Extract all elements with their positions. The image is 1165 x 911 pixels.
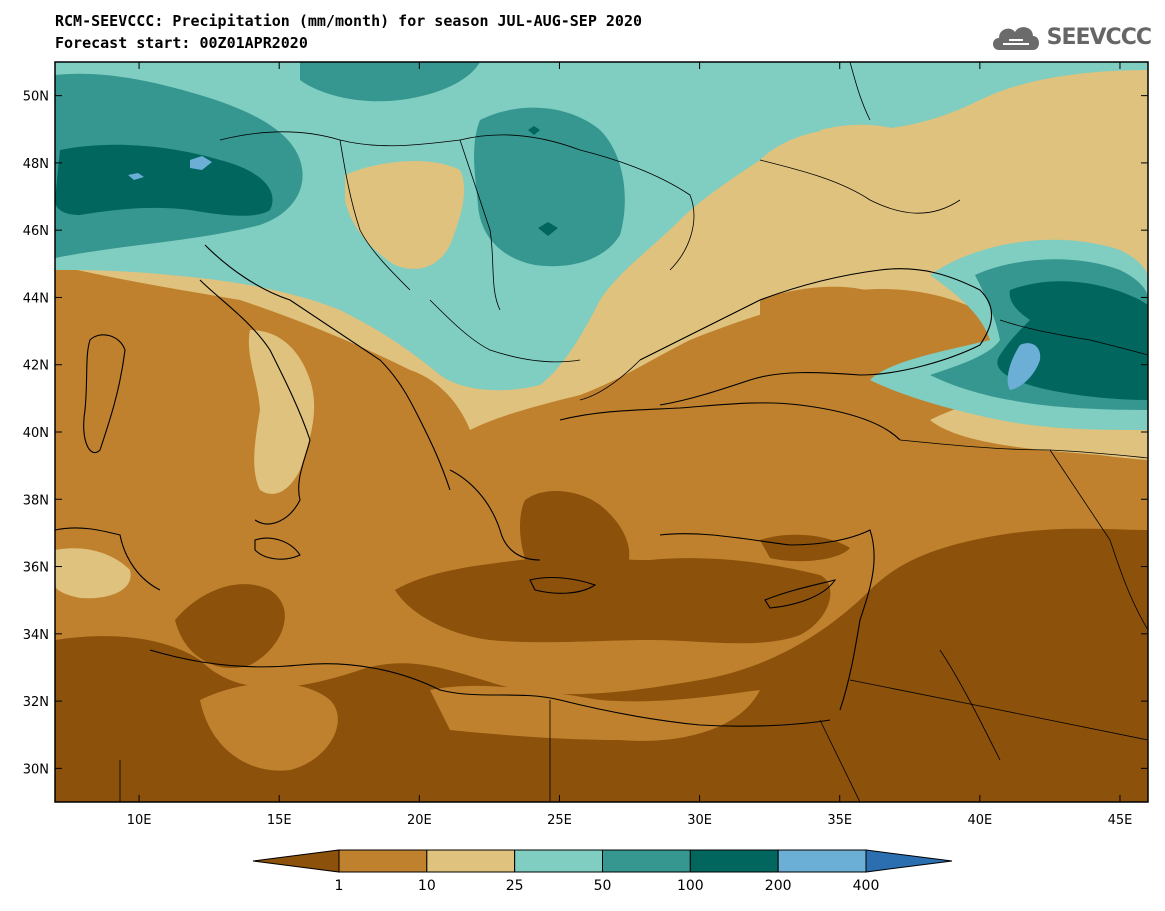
colorbar-swatch: [426, 849, 516, 873]
precip-field: [55, 62, 1148, 802]
precip-region-lt1-aegean: [520, 490, 630, 596]
colorbar-swatch: [777, 849, 867, 873]
precip-region-1to10-blacksea: [760, 286, 896, 336]
colorbar-label: 50: [594, 878, 612, 894]
colorbar-swatch-lowest: [252, 849, 340, 873]
lat-tick-label: 30N: [23, 762, 49, 777]
seevccc-logo: SEEVCCC: [989, 20, 1152, 54]
lon-tick-label: 30E: [687, 813, 712, 828]
lat-tick-label: 32N: [23, 695, 49, 710]
lat-tick-label: 36N: [23, 561, 49, 576]
latitude-axis: 50N 48N 46N 44N 42N 40N 38N 36N 34N 32N 30N: [23, 90, 1148, 777]
precip-region-200to400-alps: [190, 156, 212, 170]
precip-region-1to10-egypt: [430, 685, 760, 741]
lon-tick-label: 20E: [407, 813, 432, 828]
precip-region-100to200-dot1: [528, 126, 540, 135]
logo-text: SEEVCCC: [1046, 24, 1152, 50]
precip-region-100to200-dot2: [538, 222, 558, 236]
precip-region-10to25-tunisia: [55, 548, 131, 599]
precip-region-lt1-med: [395, 557, 831, 644]
colorbar-label: 400: [853, 878, 880, 894]
lon-tick-label: 40E: [967, 813, 992, 828]
precip-region-200to400-alps2: [128, 173, 144, 180]
title-line-1: RCM-SEEVCCC: Precipitation (mm/month) fo…: [55, 12, 642, 30]
lon-tick-label: 45E: [1108, 813, 1133, 828]
precip-region-200to400-caucasus: [1007, 343, 1041, 390]
lon-tick-label: 25E: [547, 813, 572, 828]
lat-tick-label: 48N: [23, 157, 49, 172]
lon-tick-label: 35E: [827, 813, 852, 828]
lon-tick-label: 10E: [127, 813, 152, 828]
coastlines: [55, 244, 993, 727]
lat-tick-label: 44N: [23, 291, 49, 306]
cloud-logo-icon: [992, 27, 1039, 50]
lat-tick-label: 40N: [23, 426, 49, 441]
colorbar-label: 100: [677, 878, 704, 894]
lat-tick-label: 46N: [23, 224, 49, 239]
colorbar-swatch-highest: [865, 849, 953, 873]
longitude-axis: 10E 15E 20E 25E 30E 35E 40E 45E: [127, 62, 1133, 828]
precip-region-10to25-italy: [248, 330, 315, 494]
colorbar-swatch: [689, 849, 779, 873]
lat-tick-label: 34N: [23, 628, 49, 643]
title-line-2: Forecast start: 00Z01APR2020: [55, 34, 308, 52]
lat-tick-label: 50N: [23, 90, 49, 105]
precip-region-10to25-ukraine: [820, 124, 923, 170]
colorbar-label: 200: [765, 878, 792, 894]
colorbar-swatch: [514, 849, 604, 873]
lat-tick-label: 42N: [23, 359, 49, 374]
colorbar: 1 10 25 50 100 200 400: [252, 849, 953, 894]
colorbar-swatch: [338, 849, 428, 873]
precip-region-10to25-hungary: [345, 160, 465, 269]
colorbar-label: 10: [418, 878, 436, 894]
precip-region-50to100-top: [300, 62, 480, 102]
colorbar-label: 1: [335, 878, 344, 894]
lon-tick-label: 15E: [267, 813, 292, 828]
precip-region-1to10-libya: [200, 683, 338, 771]
precip-region-50to100-carpathians: [474, 107, 625, 267]
colorbar-swatch: [602, 849, 691, 873]
precip-region-lt1-west: [175, 584, 285, 668]
precip-region-100to200-alps: [55, 144, 273, 216]
precip-region-lt1-levant: [760, 534, 850, 562]
lat-tick-label: 38N: [23, 493, 49, 508]
country-borders: [119, 62, 1148, 802]
colorbar-label: 25: [506, 878, 524, 894]
